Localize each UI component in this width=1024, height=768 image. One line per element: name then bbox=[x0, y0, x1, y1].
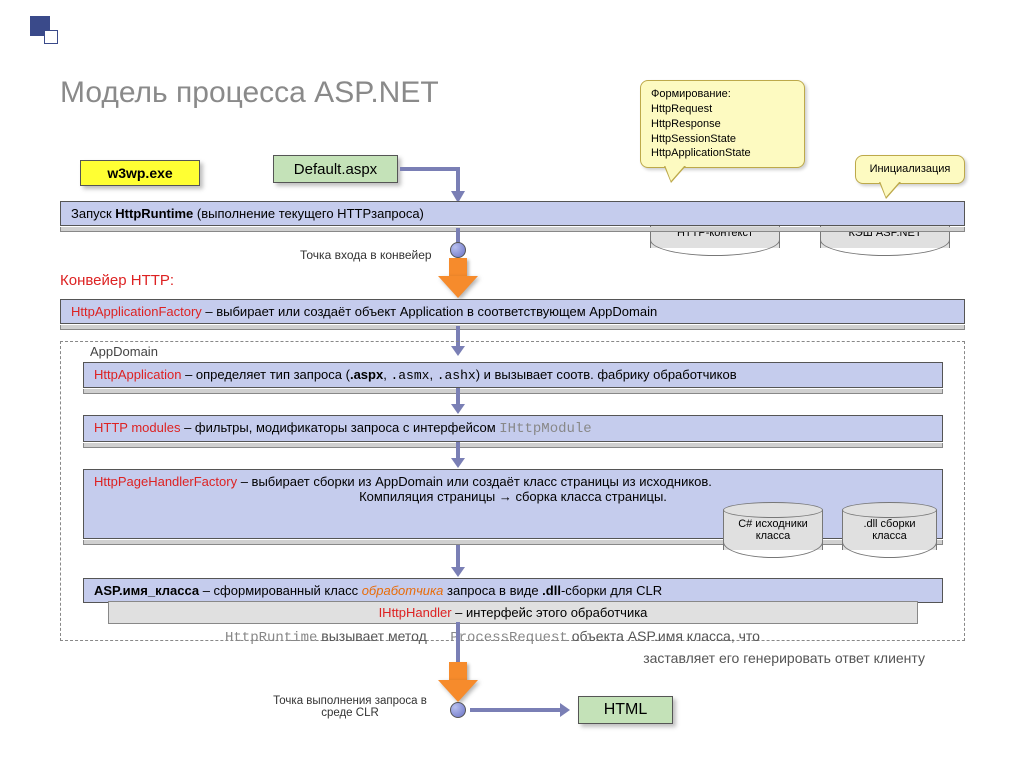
page-title: Модель процесса ASP.NET bbox=[60, 76, 439, 110]
bar-httpmodules: HTTP modules – фильтры, модификаторы зап… bbox=[83, 415, 943, 442]
exec-point-circle bbox=[450, 702, 466, 718]
init-callout: Инициализация bbox=[855, 155, 965, 184]
bottom-text: HttpRuntime вызывает метод ProcessReques… bbox=[225, 627, 965, 668]
formation-item: HttpSessionState bbox=[651, 132, 794, 147]
conveyor-label: Конвейер HTTP: bbox=[60, 272, 174, 289]
exec-point-label: Точка выполнения запроса в среде CLR bbox=[260, 695, 440, 719]
arrow-stem-5 bbox=[456, 545, 460, 569]
formation-callout: Формирование: HttpRequest HttpResponse H… bbox=[640, 80, 805, 168]
sources-cylinder: C# исходники класса bbox=[723, 502, 823, 558]
formation-item: HttpApplicationState bbox=[651, 146, 794, 161]
arrow-head-3 bbox=[451, 404, 465, 414]
arrow-to-html bbox=[470, 708, 560, 712]
corner-decoration bbox=[30, 16, 60, 46]
orange-arrow-1 bbox=[438, 258, 478, 298]
arrow-head-4 bbox=[451, 458, 465, 468]
entry-point-label: Точка входа в конвейер bbox=[300, 248, 432, 262]
orange-arrow-2 bbox=[438, 662, 478, 702]
bar-httpruntime: Запуск HttpRuntime (выполнение текущего … bbox=[60, 201, 965, 226]
arrow-stem-6 bbox=[456, 622, 460, 662]
appdomain-label: AppDomain bbox=[90, 344, 158, 359]
formation-item: HttpResponse bbox=[651, 117, 794, 132]
html-box: HTML bbox=[578, 696, 673, 724]
formation-item: HttpRequest bbox=[651, 102, 794, 117]
bar-httpapplication: HttpApplication – определяет тип запроса… bbox=[83, 362, 943, 388]
arrow-default-to-runtime bbox=[398, 155, 478, 205]
entry-point-circle bbox=[450, 242, 466, 258]
w3wp-box: w3wp.exe bbox=[80, 160, 200, 186]
bar-aspclass: ASP.имя_класса – сформированный класс об… bbox=[83, 578, 943, 603]
formation-title: Формирование: bbox=[651, 87, 794, 102]
dll-cylinder: .dll сборки класса bbox=[842, 502, 937, 558]
arrow-head-5 bbox=[451, 567, 465, 577]
default-aspx-box: Default.aspx bbox=[273, 155, 398, 183]
bar-ihttphandler: IHttpHandler – интерфейс этого обработчи… bbox=[108, 601, 918, 624]
bar-appfactory: HttpApplicationFactory – выбирает или со… bbox=[60, 299, 965, 324]
